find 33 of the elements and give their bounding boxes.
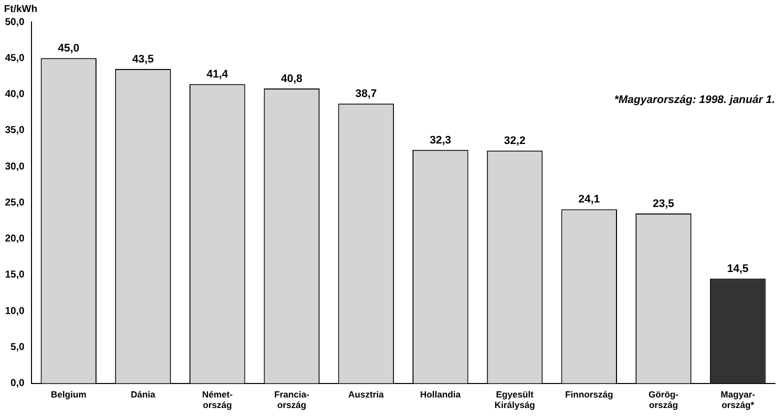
x-tick-label: Finnország [565,389,614,400]
x-tick-label: Német- ország [202,389,233,410]
x-tick-label: Belgium [50,389,86,400]
y-tick-label: 40,0 [4,89,25,100]
x-tick-label: Dánia [130,389,156,400]
y-axis-title: Ft/kWh [4,4,38,15]
x-tick-label: Görög- ország [648,389,678,410]
y-tick-label: 35,0 [4,125,25,136]
x-tick-label: Hollandia [420,389,462,400]
y-tick-label: 5,0 [10,342,25,354]
data-label: 24,1 [578,194,600,206]
x-tick-label: Magyar- ország* [720,389,756,410]
data-label: 45,0 [58,42,80,55]
x-tick-label: Francia- ország [274,389,310,410]
data-label: 32,3 [430,134,452,146]
y-tick-label: 50,0 [4,16,25,28]
data-label: 38,7 [355,88,377,100]
data-label: 43,5 [132,54,154,66]
x-tick-label: Ausztria [348,389,385,400]
data-label: 14,5 [727,263,749,276]
y-tick-label: 10,0 [4,306,25,317]
x-tick-label: Egyesült Királyság [494,389,536,410]
y-tick-label: 20,0 [4,234,25,245]
y-tick-label: 30,0 [4,161,25,172]
data-label: 23,5 [652,198,674,210]
annotation: *Magyarország: 1998. január 1. [614,94,775,106]
data-label: 32,2 [504,135,526,148]
y-tick-label: 15,0 [4,270,25,281]
y-tick-label: 45,0 [4,52,25,64]
data-label: 41,4 [206,68,229,81]
y-tick-label: 25,0 [4,197,25,208]
y-tick-label: 0,0 [10,378,25,390]
data-label: 40,8 [280,73,302,86]
